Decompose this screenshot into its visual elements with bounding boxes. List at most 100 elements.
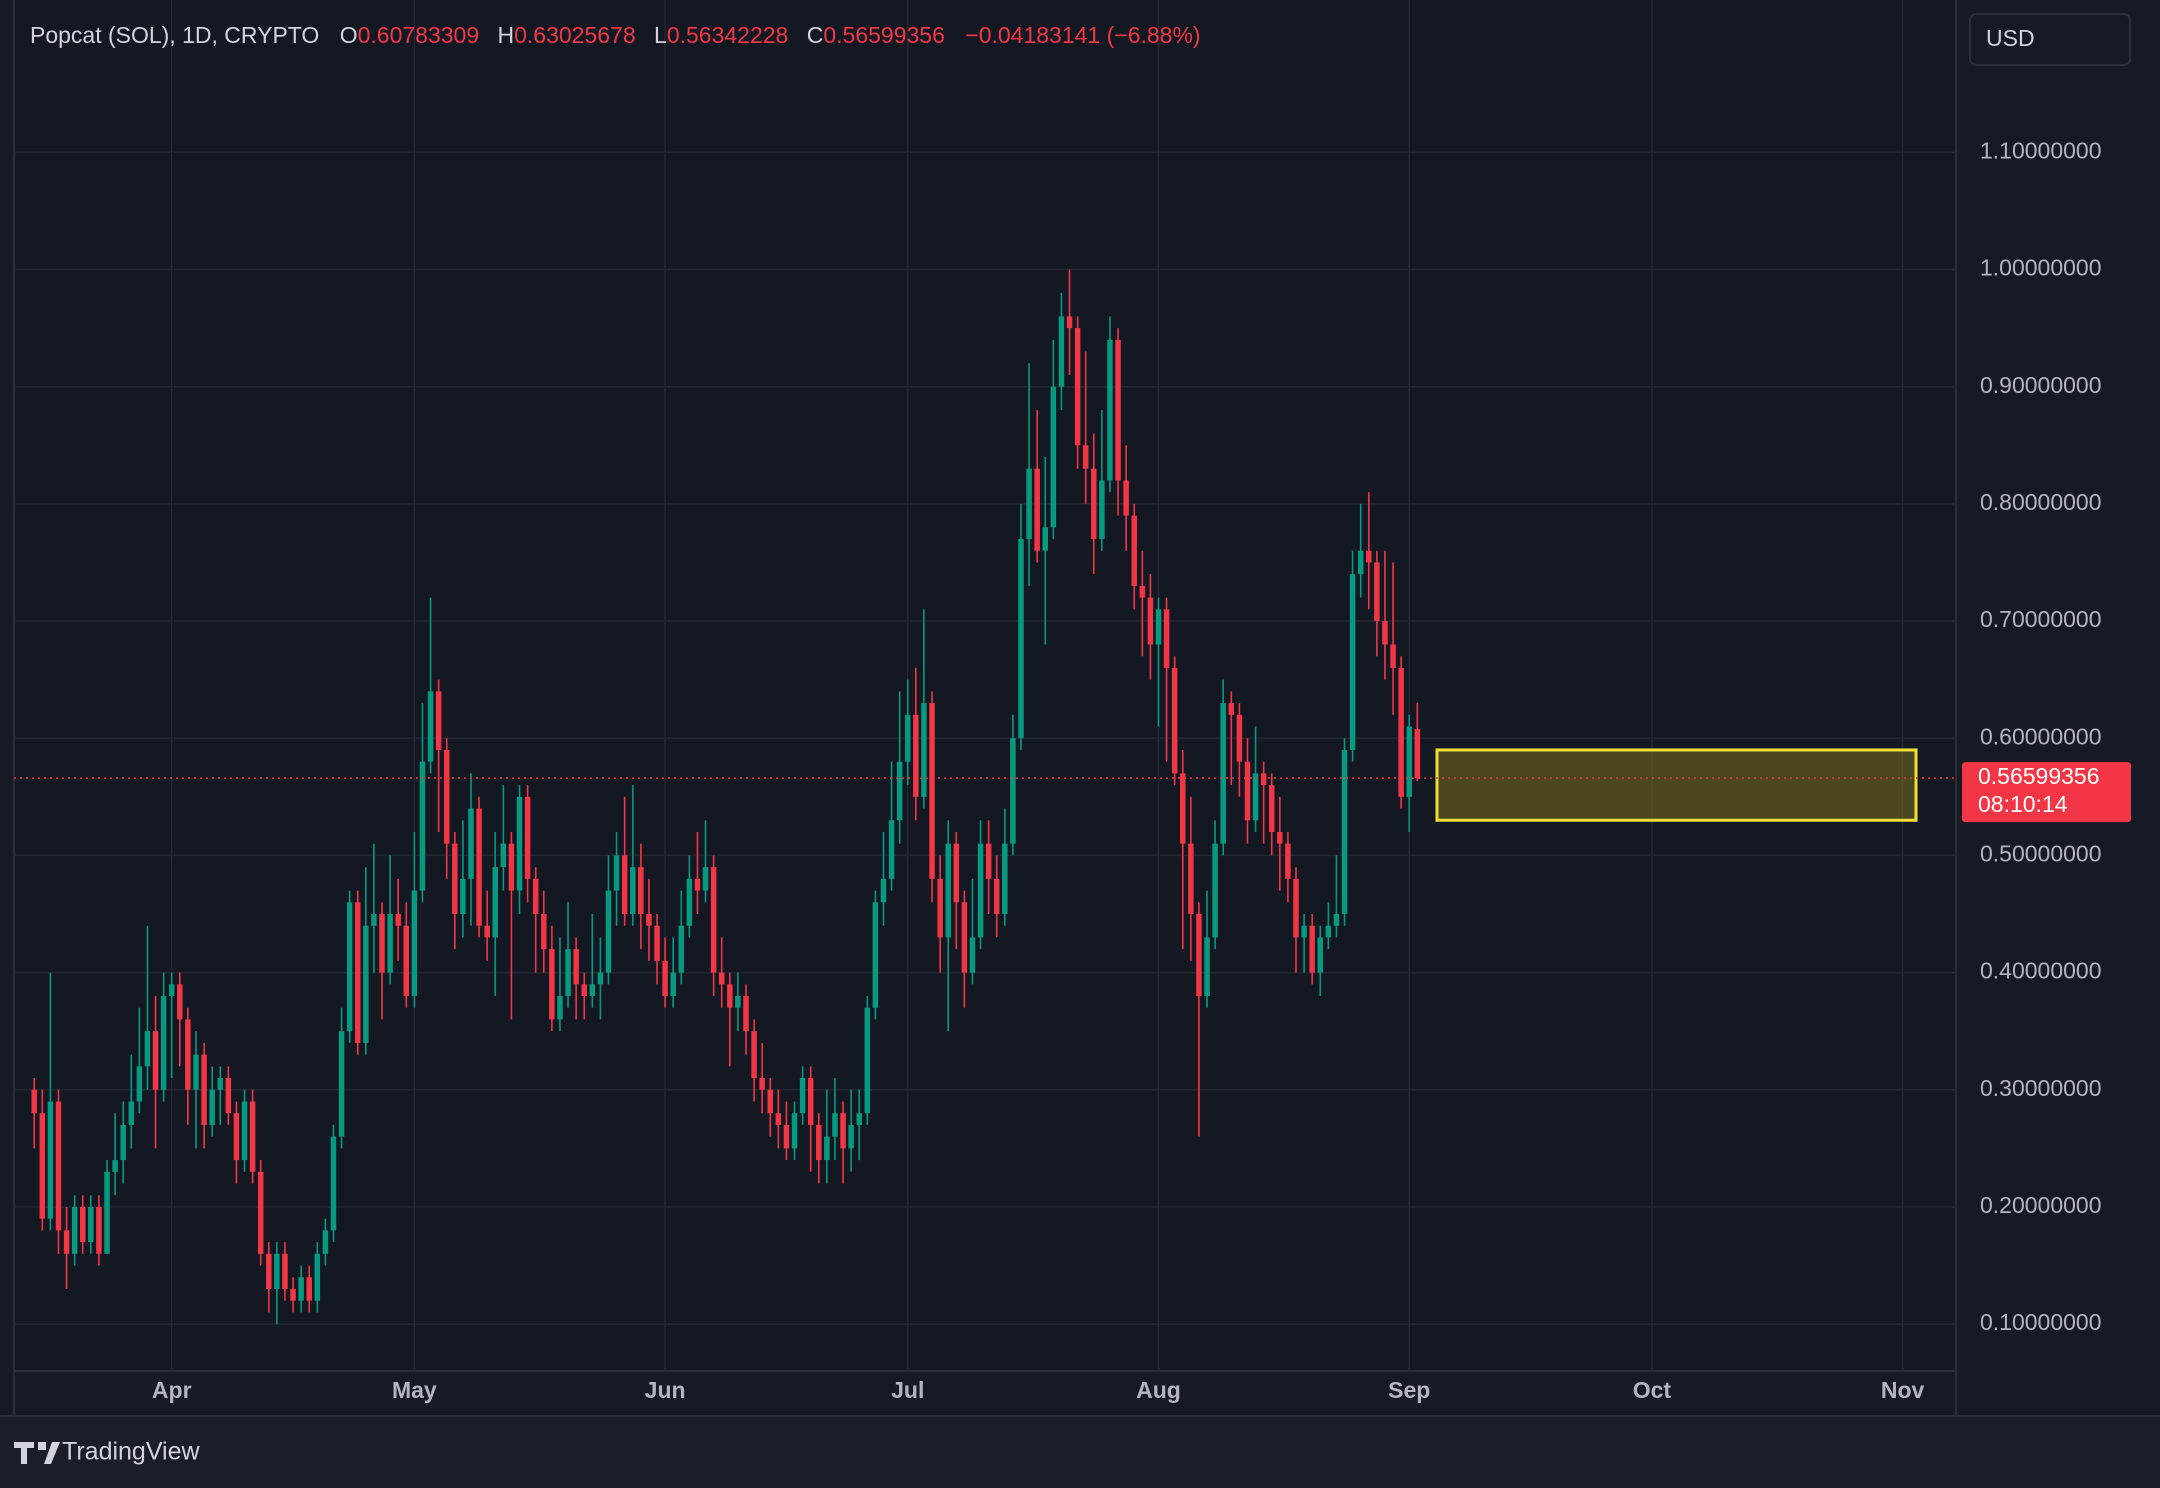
x-tick-label: Nov [1881,1377,1925,1403]
candle-body [1406,726,1412,797]
candle-body [1333,914,1340,926]
candle-body [524,796,531,879]
candle-body [921,703,927,797]
candle-body [1398,667,1404,797]
candle-body [104,1171,110,1254]
candle-body [969,937,976,973]
candle-body [864,1007,871,1114]
candle-body [1366,550,1372,563]
candle-body [1252,773,1259,821]
candle-body [460,878,466,914]
y-tick-label: 0.80000000 [1980,489,2102,515]
change-value: −0.04183141 (−6.88%) [965,22,1200,48]
candle-body [1196,914,1202,997]
close-value: 0.56599356 [823,22,945,48]
candle-body [549,949,555,1020]
close-label: C [807,22,824,48]
candle-body [937,878,943,938]
candle-body [266,1253,272,1289]
candle-body [516,796,523,891]
candle-body [363,925,369,1043]
candle-body [1042,527,1049,551]
countdown-label: 08:10:14 [1978,791,2068,817]
candle-body [492,867,499,938]
low-value: 0.56342228 [667,22,789,48]
candle-body [573,949,579,985]
candle-body [411,890,418,997]
candle-body [177,984,183,1020]
candle-body [1374,562,1380,622]
candle-body [1139,585,1146,598]
x-tick-label: Jun [645,1377,686,1403]
candle-body [751,1031,757,1079]
candle-body [1382,621,1388,645]
candle-body [605,890,612,973]
footer-bar [0,1416,2160,1488]
candle-body [1228,703,1235,715]
candle-body [1180,773,1186,844]
candle-body [654,925,660,961]
candle-body [791,1113,798,1149]
candle-body [532,878,539,914]
candle-body [168,984,175,997]
candle-body [662,960,668,997]
candle-body [112,1160,118,1172]
candle-body [1155,609,1162,645]
x-tick-label: Apr [152,1377,192,1403]
candle-body [1107,339,1113,481]
candle-body [274,1253,280,1289]
candle-body [282,1253,288,1289]
candle-body [759,1078,765,1090]
plot-area [14,0,1956,1371]
candle-body [249,1101,256,1172]
candle-body [80,1206,86,1243]
candle-body [1034,468,1040,551]
candle-body [710,867,717,973]
last-price-box [1962,762,2131,823]
candle-body [144,1031,151,1067]
candle-body [185,1019,191,1090]
candle-body [1260,773,1267,786]
candle-body [338,1031,345,1137]
candle-body [322,1230,329,1254]
candle-body [1317,937,1324,973]
candle-body [613,855,620,891]
overlay [14,748,1956,822]
candle-body [581,984,587,997]
y-tick-label: 0.90000000 [1980,372,2102,398]
low-label: L [654,22,667,48]
candle-body [1002,843,1008,914]
candle-body [670,972,676,997]
candle-body [96,1206,102,1254]
open-value: 0.60783309 [358,22,480,48]
candle-body [1050,386,1057,528]
candle-body [387,914,393,973]
candle-body [500,843,507,868]
candle-body [152,1031,159,1090]
candle-body [1123,480,1129,516]
candle-body [1414,729,1421,779]
candle-body [840,1113,846,1149]
candle-body [1066,316,1073,329]
candles [31,269,1421,1325]
candle-body [1147,597,1154,645]
candle-body [694,878,701,891]
currency-button[interactable] [1969,13,2131,66]
candle-body [929,703,935,879]
candle-body [1010,738,1016,844]
currency-label[interactable]: USD [1986,25,2035,51]
candle-body [1277,831,1283,844]
y-tick-label: 0.40000000 [1980,958,2102,984]
candle-body [718,972,725,985]
candle-body [557,996,563,1020]
highlight-zone [1435,748,1918,822]
candle-body [1188,843,1194,914]
candle-body [743,996,749,1032]
candle-body [1301,925,1307,938]
candle-body [88,1206,94,1243]
y-tick-label: 1.00000000 [1980,255,2102,281]
brand-name: TradingView [62,1438,201,1466]
candle-body [217,1078,224,1090]
candle-body [468,808,474,879]
y-tick-label: 0.20000000 [1980,1192,2102,1218]
